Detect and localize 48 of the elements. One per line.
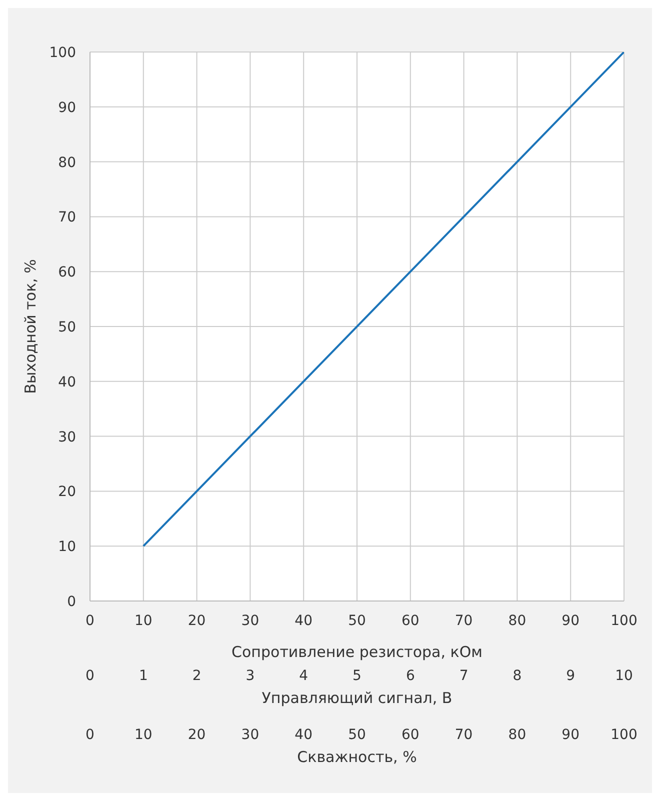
y-tick-label: 40 <box>58 374 76 390</box>
x2-tick-label: 3 <box>246 668 255 684</box>
text: 20 <box>188 726 206 743</box>
text: 60 <box>401 726 420 743</box>
text: 0 <box>86 726 94 743</box>
y-tick-label: 90 <box>58 100 76 116</box>
x-axis-title: Сопротивление резистора, кОм <box>232 643 482 661</box>
y-tick-label: 80 <box>58 154 76 171</box>
x2-tick-label: 4 <box>299 668 308 684</box>
text: 50 <box>348 726 366 743</box>
x-tick-label: 70 <box>454 612 473 629</box>
y-axis-title: Выходной ток, % <box>21 259 40 394</box>
x2-tick-label: 8 <box>512 668 522 684</box>
x2-tick-label: 1 <box>138 668 148 684</box>
text: 100 <box>610 726 638 743</box>
x-tick-label: 30 <box>241 612 260 629</box>
x2-tick-label: 2 <box>192 668 202 684</box>
x-tick-label: 100 <box>610 612 638 629</box>
x2-axis-title: Управляющий сигнал, В <box>262 689 452 708</box>
x2-tick-label: 9 <box>566 668 576 684</box>
x2-tick-label: 0 <box>86 668 94 684</box>
x2-tick-label: 6 <box>406 668 415 684</box>
x-tick-label: 80 <box>508 612 526 629</box>
x-tick-label: 90 <box>562 612 580 629</box>
x-tick-label: 40 <box>294 612 313 629</box>
x-tick-label: 0 <box>86 612 94 629</box>
x2-tick-label: 7 <box>459 668 468 684</box>
y-tick-label: 20 <box>58 484 76 500</box>
text: 70 <box>454 726 473 743</box>
text: 30 <box>241 726 260 743</box>
x2-tick-label: 5 <box>352 668 362 684</box>
y-tick-label: 30 <box>58 429 76 446</box>
text: Скважность, % <box>297 748 417 766</box>
y-tick-label: 100 <box>49 44 76 61</box>
y-tick-label: 50 <box>58 319 76 336</box>
x-tick-label: 50 <box>348 612 366 629</box>
x-tick-label: 20 <box>188 612 206 629</box>
text: 90 <box>562 726 580 743</box>
text: 80 <box>508 726 526 743</box>
x2-tick-label: 10 <box>615 668 633 684</box>
y-tick-label: 10 <box>58 539 76 556</box>
text: 40 <box>294 726 313 743</box>
y-tick-label: 60 <box>58 264 76 281</box>
x-tick-label: 10 <box>134 612 152 629</box>
text: 10 <box>134 726 152 743</box>
y-tick-label: 70 <box>58 210 76 226</box>
x-tick-label: 60 <box>401 612 420 629</box>
y-tick-label: 0 <box>67 594 76 610</box>
